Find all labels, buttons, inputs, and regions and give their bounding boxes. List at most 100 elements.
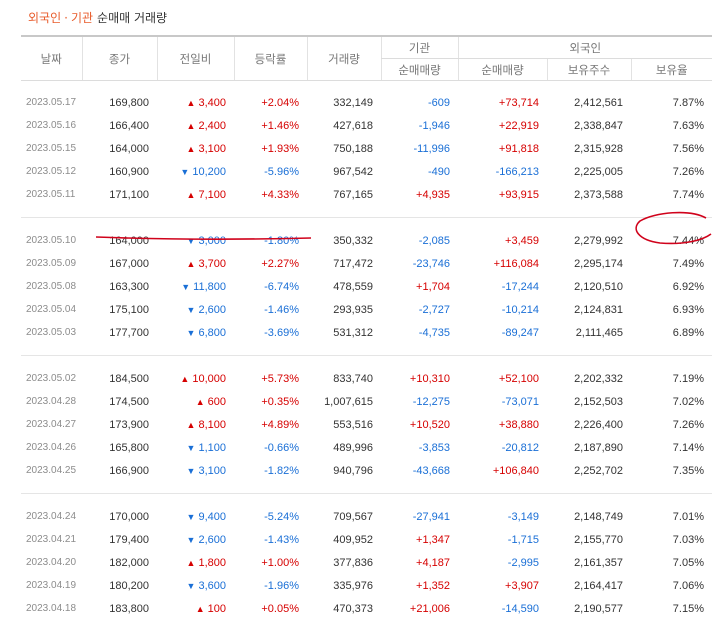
cell-foreign-net: -10,214: [458, 298, 547, 321]
cell-volume: 531,312: [307, 321, 381, 344]
header-change: 전일비: [157, 36, 234, 81]
group-spacer: [21, 494, 712, 506]
cell-inst-net: -1,946: [381, 114, 458, 137]
cell-date: 2023.05.03: [21, 321, 82, 344]
group-spacer: [21, 81, 712, 92]
cell-foreign-net: +106,840: [458, 459, 547, 482]
cell-inst-net: +10,520: [381, 413, 458, 436]
cell-date: 2023.04.24: [21, 505, 82, 528]
cell-ratio: 7.49%: [631, 252, 712, 275]
cell-ratio: 7.26%: [631, 160, 712, 183]
cell-ratio: 7.01%: [631, 505, 712, 528]
cell-volume: 750,188: [307, 137, 381, 160]
cell-change: ▲1,800: [157, 551, 234, 574]
change-value: 600: [208, 396, 226, 408]
cell-ratio: 7.74%: [631, 183, 712, 206]
title-foreign: 외국인: [28, 11, 61, 25]
change-value: 2,600: [198, 534, 226, 546]
cell-close: 164,000: [82, 229, 157, 252]
header-ratio: 보유율: [631, 59, 712, 81]
cell-ratio: 7.63%: [631, 114, 712, 137]
cell-rate: +5.73%: [234, 367, 307, 390]
cell-close: 175,100: [82, 298, 157, 321]
cell-change: ▲8,100: [157, 413, 234, 436]
cell-volume: 409,952: [307, 528, 381, 551]
cell-ratio: 6.89%: [631, 321, 712, 344]
cell-volume: 709,567: [307, 505, 381, 528]
cell-close: 183,800: [82, 597, 157, 620]
cell-change: ▼11,800: [157, 275, 234, 298]
cell-foreign-net: +52,100: [458, 367, 547, 390]
cell-foreign-net: -3,149: [458, 505, 547, 528]
arrow-down-icon: ▼: [187, 466, 196, 476]
cell-inst-net: -490: [381, 160, 458, 183]
cell-volume: 470,373: [307, 597, 381, 620]
table-header: 날짜 종가 전일비 등락률 거래량 기관 외국인 순매매량 순매매량 보유주수 …: [21, 36, 712, 81]
cell-volume: 553,516: [307, 413, 381, 436]
cell-date: 2023.04.18: [21, 597, 82, 620]
cell-holdings: 2,120,510: [547, 275, 631, 298]
cell-foreign-net: +38,880: [458, 413, 547, 436]
arrow-down-icon: ▼: [181, 282, 190, 292]
cell-close: 174,500: [82, 390, 157, 413]
cell-rate: -1.82%: [234, 459, 307, 482]
arrow-up-icon: ▲: [180, 374, 189, 384]
change-value: 3,100: [198, 143, 226, 155]
cell-change: ▼10,200: [157, 160, 234, 183]
cell-date: 2023.05.12: [21, 160, 82, 183]
header-holdings: 보유주수: [547, 59, 631, 81]
cell-volume: 478,559: [307, 275, 381, 298]
arrow-up-icon: ▲: [187, 259, 196, 269]
cell-change: ▼9,400: [157, 505, 234, 528]
cell-rate: +1.00%: [234, 551, 307, 574]
cell-holdings: 2,225,005: [547, 160, 631, 183]
cell-rate: -6.74%: [234, 275, 307, 298]
cell-ratio: 7.35%: [631, 459, 712, 482]
change-value: 2,400: [198, 120, 226, 132]
cell-holdings: 2,155,770: [547, 528, 631, 551]
cell-holdings: 2,148,749: [547, 505, 631, 528]
arrow-up-icon: ▲: [187, 420, 196, 430]
cell-rate: -1.80%: [234, 229, 307, 252]
cell-holdings: 2,124,831: [547, 298, 631, 321]
cell-change: ▲3,700: [157, 252, 234, 275]
cell-close: 177,700: [82, 321, 157, 344]
cell-foreign-net: -14,590: [458, 597, 547, 620]
cell-inst-net: -3,853: [381, 436, 458, 459]
cell-holdings: 2,252,702: [547, 459, 631, 482]
cell-close: 179,400: [82, 528, 157, 551]
cell-ratio: 7.03%: [631, 528, 712, 551]
arrow-up-icon: ▲: [187, 98, 196, 108]
cell-change: ▲7,100: [157, 183, 234, 206]
cell-close: 180,200: [82, 574, 157, 597]
cell-inst-net: +1,347: [381, 528, 458, 551]
cell-date: 2023.05.15: [21, 137, 82, 160]
cell-close: 166,900: [82, 459, 157, 482]
cell-holdings: 2,152,503: [547, 390, 631, 413]
cell-holdings: 2,187,890: [547, 436, 631, 459]
group-divider: [21, 344, 712, 356]
cell-volume: 1,007,615: [307, 390, 381, 413]
cell-volume: 489,996: [307, 436, 381, 459]
cell-change: ▼6,800: [157, 321, 234, 344]
cell-date: 2023.05.17: [21, 91, 82, 114]
group-divider: [21, 206, 712, 218]
cell-rate: -1.46%: [234, 298, 307, 321]
cell-date: 2023.05.16: [21, 114, 82, 137]
cell-rate: +2.27%: [234, 252, 307, 275]
cell-volume: 833,740: [307, 367, 381, 390]
cell-foreign-net: -1,715: [458, 528, 547, 551]
cell-date: 2023.05.10: [21, 229, 82, 252]
cell-holdings: 2,373,588: [547, 183, 631, 206]
cell-rate: +1.46%: [234, 114, 307, 137]
arrow-down-icon: ▼: [187, 328, 196, 338]
cell-inst-net: -4,735: [381, 321, 458, 344]
cell-ratio: 7.05%: [631, 551, 712, 574]
